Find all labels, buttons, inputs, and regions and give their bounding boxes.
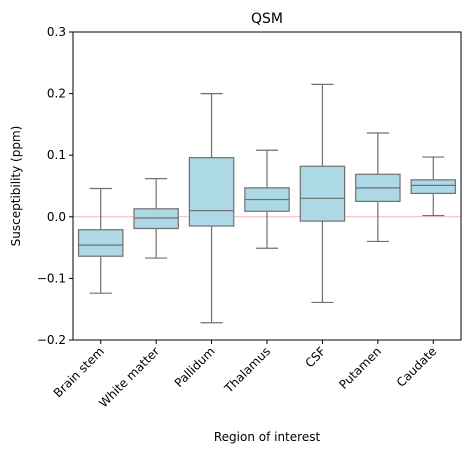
box-caudate <box>410 179 457 194</box>
x-tick-label: Putamen <box>336 344 384 392</box>
x-tick-label: Brain stem <box>51 344 107 400</box>
y-tick-label: −0.2 <box>37 333 66 347</box>
x-tick-label: CSF <box>302 344 328 370</box>
y-tick-label: 0.2 <box>47 87 66 101</box>
y-tick-label: 0.3 <box>47 25 66 39</box>
box-brain-stem <box>77 229 124 257</box>
x-tick-label: Caudate <box>394 344 440 390</box>
y-tick-label: 0.0 <box>47 210 66 224</box>
box-white-matter <box>133 208 179 230</box>
x-tick-label: Thalamus <box>221 344 273 396</box>
box-csf <box>299 165 346 222</box>
y-axis-label: Susceptibility (ppm) <box>9 126 23 247</box>
chart-title: QSM <box>251 11 283 27</box>
box-pallidum <box>188 157 235 227</box>
y-tick-label: 0.1 <box>47 148 66 162</box>
x-axis-label: Region of interest <box>214 430 321 444</box>
x-tick-label: Pallidum <box>172 344 218 390</box>
y-tick-label: −0.1 <box>37 271 66 285</box>
